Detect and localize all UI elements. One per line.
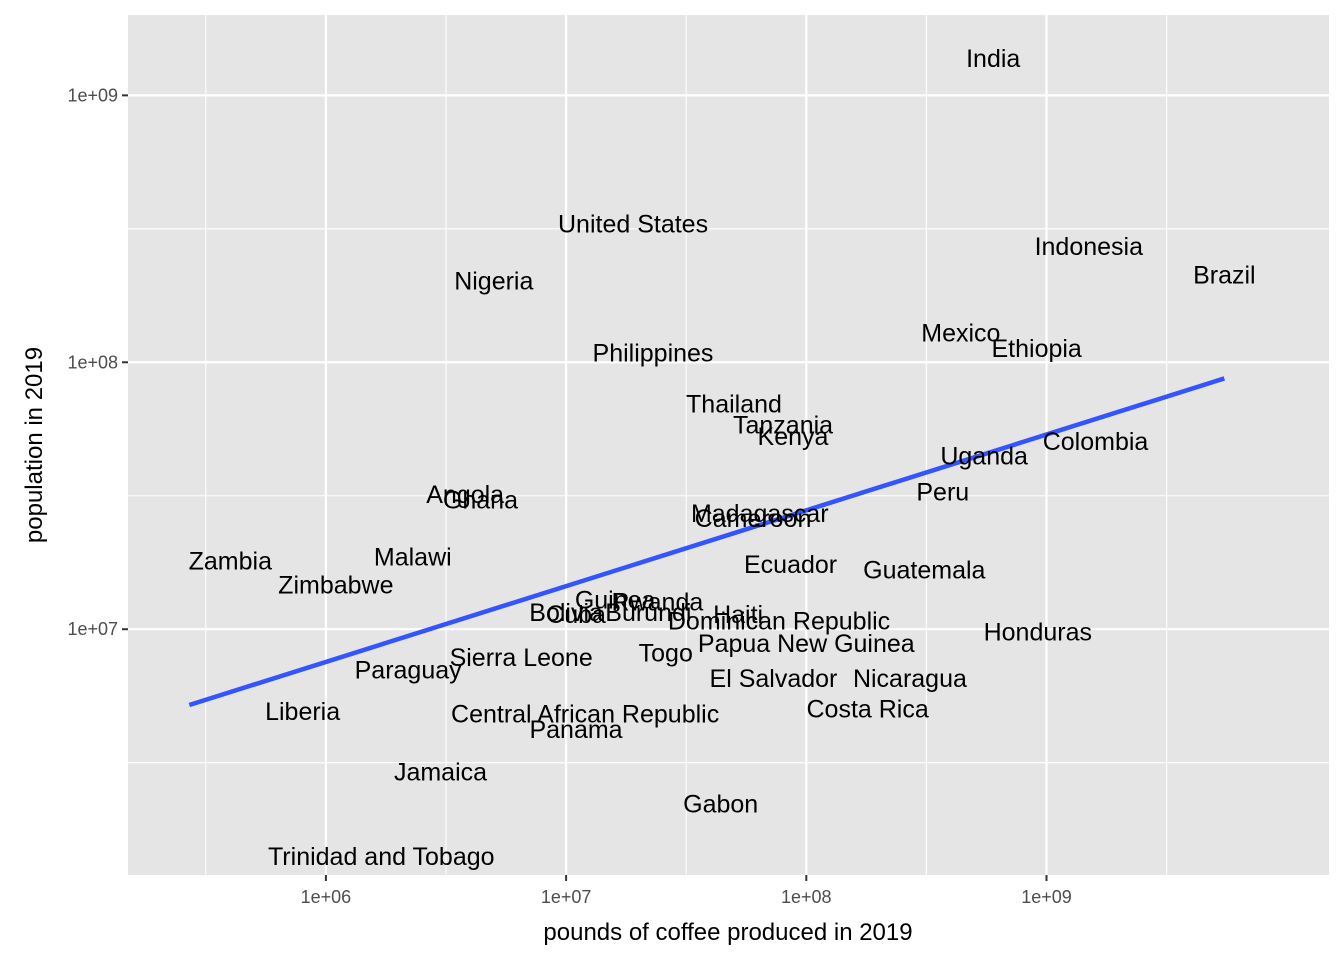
- point-label: Panama: [529, 716, 622, 744]
- point-label: Tanzania: [733, 411, 833, 439]
- point-label: Haiti: [713, 601, 763, 629]
- point-label: Costa Rica: [806, 696, 928, 724]
- point-label: Madagascar: [691, 500, 829, 528]
- point-labels: India United States Indonesia Brazil Nigeria…: [189, 45, 1256, 871]
- point-label: Ethiopia: [991, 335, 1081, 363]
- point-label: Mexico: [921, 320, 1000, 348]
- point-label: Thailand: [686, 390, 782, 418]
- minor-gridlines: [128, 15, 1329, 875]
- panel-background: [128, 15, 1329, 875]
- trend-line-group: [188, 376, 1226, 708]
- point-label: El Salvador: [710, 665, 838, 693]
- point-label: Zimbabwe: [278, 571, 393, 599]
- point-label: Dominican Republic: [668, 607, 890, 635]
- x-tick-label: 1e+07: [541, 887, 592, 907]
- point-label: Nigeria: [454, 267, 533, 295]
- point-label: Honduras: [984, 619, 1092, 647]
- point-label: Sierra Leone: [450, 644, 593, 672]
- point-label: Indonesia: [1035, 233, 1144, 261]
- point-label: Rwanda: [612, 588, 704, 616]
- y-tick-label: 1e+09: [67, 85, 118, 105]
- y-axis-title: population in 2019: [21, 347, 48, 543]
- point-label: Burundi: [605, 599, 691, 627]
- point-label: Central African Republic: [451, 700, 719, 728]
- point-label: Gabon: [683, 791, 758, 819]
- point-label: Cameroon: [695, 505, 812, 533]
- point-label: Cuba: [546, 601, 606, 629]
- point-label: Ghana: [443, 486, 518, 514]
- x-tick-label: 1e+09: [1021, 887, 1072, 907]
- y-tick-label: 1e+08: [67, 352, 118, 372]
- point-label: Brazil: [1193, 262, 1256, 290]
- point-label: Jamaica: [394, 759, 487, 787]
- x-axis: 1e+06 1e+07 1e+08 1e+09: [301, 875, 1072, 907]
- major-gridlines: [128, 15, 1329, 875]
- point-label: Togo: [639, 640, 693, 668]
- point-label: Guatemala: [863, 556, 985, 584]
- point-label: Guinea: [575, 587, 656, 615]
- point-label: Philippines: [593, 339, 714, 367]
- point-label: Kenya: [758, 423, 829, 451]
- point-label: Papua New Guinea: [698, 630, 915, 658]
- point-label: Peru: [916, 479, 969, 507]
- trend-line: [188, 376, 1226, 708]
- y-axis: 1e+07 1e+08 1e+09: [67, 85, 128, 639]
- point-label: Liberia: [265, 698, 340, 726]
- point-label: Bolivia: [529, 599, 603, 627]
- point-label: Uganda: [940, 443, 1028, 471]
- point-label: Trinidad and Tobago: [268, 843, 495, 871]
- x-axis-title: pounds of coffee produced in 2019: [543, 919, 912, 946]
- x-tick-label: 1e+06: [301, 887, 352, 907]
- point-label: India: [966, 45, 1020, 73]
- point-label: United States: [558, 211, 708, 239]
- point-label: Paraguay: [355, 657, 463, 685]
- point-label: Nicaragua: [853, 665, 967, 693]
- point-label: Angola: [426, 481, 504, 509]
- x-tick-label: 1e+08: [781, 887, 832, 907]
- point-label: Malawi: [374, 543, 452, 571]
- point-label: Zambia: [189, 548, 272, 576]
- y-tick-label: 1e+07: [67, 619, 118, 639]
- point-label: Ecuador: [744, 551, 837, 579]
- point-label: Colombia: [1043, 428, 1149, 456]
